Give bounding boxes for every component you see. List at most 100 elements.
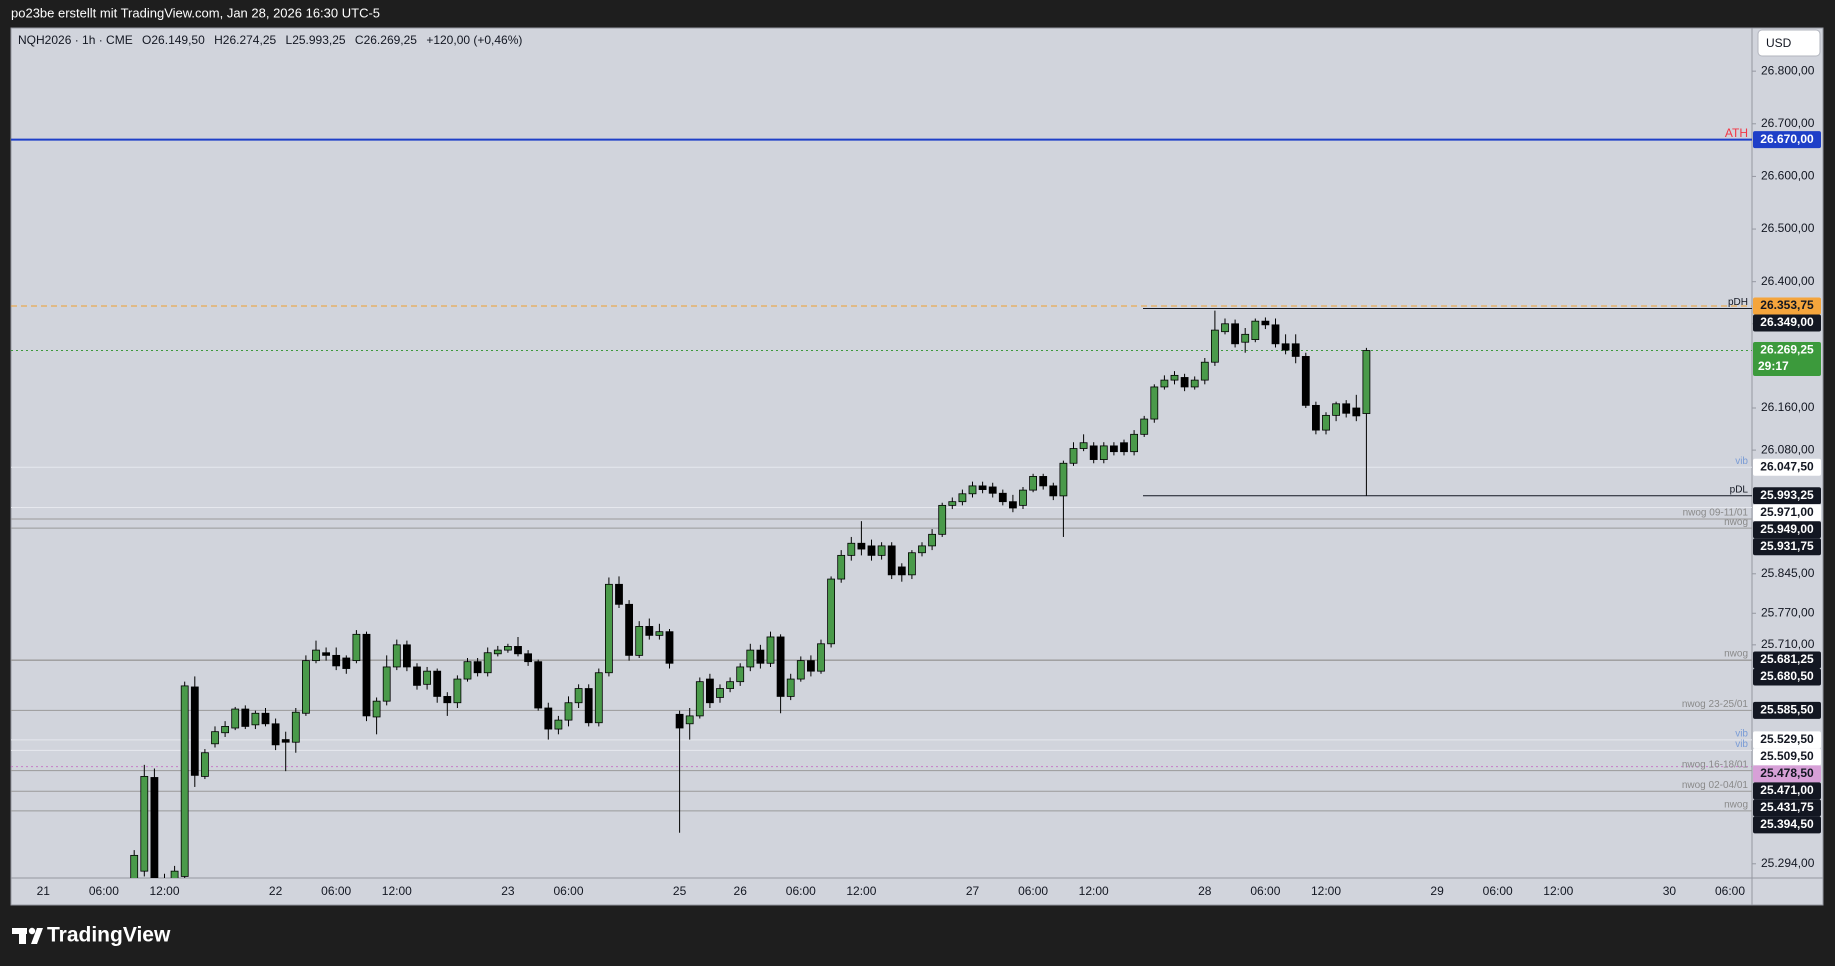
level-text: vib bbox=[1735, 456, 1748, 467]
x-tick-label: 12:00 bbox=[846, 884, 876, 898]
candle-body bbox=[1120, 442, 1128, 453]
candle-body bbox=[1180, 377, 1189, 388]
price-box-label: 25.680,50 bbox=[1760, 669, 1814, 683]
price-box bbox=[1753, 816, 1821, 834]
x-tick-label: 06:00 bbox=[786, 884, 816, 898]
candle-body bbox=[180, 685, 189, 877]
y-tick-label: 26.500,00 bbox=[1761, 221, 1815, 235]
candle-body bbox=[1069, 448, 1078, 464]
price-box bbox=[1753, 748, 1821, 766]
candle-body bbox=[675, 713, 684, 729]
x-tick-label: 23 bbox=[501, 884, 515, 898]
level-text: nwog 23-25/01 bbox=[1682, 699, 1749, 710]
price-box bbox=[1753, 538, 1821, 556]
price-box bbox=[1753, 782, 1821, 800]
x-tick-label: 30 bbox=[1663, 884, 1677, 898]
chart-panel bbox=[10, 27, 1824, 906]
price-box-label: 26.349,00 bbox=[1760, 315, 1814, 329]
candle-body bbox=[1211, 329, 1219, 363]
candle-body bbox=[1281, 343, 1290, 351]
candle-body bbox=[827, 578, 835, 645]
candle-body bbox=[1099, 445, 1108, 460]
x-tick-label: 12:00 bbox=[382, 884, 412, 898]
candle-body bbox=[1019, 489, 1027, 506]
x-tick-label: 26 bbox=[734, 884, 748, 898]
candle-body bbox=[1039, 476, 1048, 487]
price-box-label: 25.971,00 bbox=[1760, 505, 1814, 519]
candle-body bbox=[594, 672, 603, 724]
candle-body bbox=[1291, 343, 1300, 357]
candle-body bbox=[807, 660, 815, 672]
candle-body bbox=[372, 700, 381, 718]
legend-low: L25.993,25 bbox=[286, 33, 346, 47]
price-box-label: 25.529,50 bbox=[1760, 732, 1814, 746]
currency-button[interactable] bbox=[1757, 29, 1821, 57]
candle-body bbox=[1029, 476, 1037, 491]
candle-body bbox=[140, 776, 149, 872]
level-text: pDH bbox=[1728, 297, 1748, 308]
candle-body bbox=[312, 649, 320, 662]
price-box bbox=[1753, 131, 1821, 149]
candle-body bbox=[1342, 403, 1351, 414]
candle-body bbox=[200, 752, 209, 777]
x-tick-label: 27 bbox=[966, 884, 980, 898]
candle-body bbox=[625, 603, 633, 656]
price-box-label: 25.431,75 bbox=[1760, 800, 1814, 814]
candle-body bbox=[1089, 445, 1098, 460]
level-text: vib bbox=[1735, 728, 1748, 739]
y-tick-label: 26.160,00 bbox=[1761, 400, 1815, 414]
candle-body bbox=[251, 712, 260, 726]
y-tick-label: 26.700,00 bbox=[1761, 116, 1815, 130]
candle-body bbox=[1332, 403, 1340, 416]
candle-body bbox=[534, 661, 543, 709]
candle-body bbox=[1352, 407, 1361, 417]
candle-body bbox=[281, 739, 290, 743]
candle-body bbox=[908, 552, 916, 576]
candle-body bbox=[524, 653, 532, 663]
price-box-label: 26.269,25 bbox=[1760, 343, 1814, 357]
candle-body bbox=[645, 626, 654, 636]
candle-body bbox=[1322, 414, 1330, 431]
level-text: nwog 02-04/01 bbox=[1682, 780, 1749, 791]
x-tick-label: 06:00 bbox=[321, 884, 351, 898]
level-text: nwog bbox=[1724, 800, 1748, 811]
level-text: vib bbox=[1735, 739, 1748, 750]
x-tick-label: 12:00 bbox=[1543, 884, 1573, 898]
x-tick-label: 06:00 bbox=[1250, 884, 1280, 898]
candle-body bbox=[706, 678, 714, 704]
candle-body bbox=[352, 633, 361, 662]
candle-body bbox=[1170, 374, 1179, 381]
candle-body bbox=[867, 545, 876, 556]
legend-close: C26.269,25 bbox=[355, 33, 417, 47]
x-tick-label: 12:00 bbox=[149, 884, 179, 898]
candle-body bbox=[130, 854, 139, 878]
candle-body bbox=[605, 583, 613, 674]
candle-body bbox=[584, 688, 593, 724]
candle-body bbox=[291, 711, 300, 743]
level-text: nwog 16-18/01 bbox=[1682, 759, 1749, 770]
price-box bbox=[1753, 668, 1821, 686]
level-text: pDL bbox=[1730, 484, 1749, 495]
candle-body bbox=[847, 542, 856, 556]
level-text: nwog bbox=[1724, 649, 1748, 660]
candle-body bbox=[1301, 356, 1310, 406]
candle-body bbox=[968, 485, 977, 495]
y-tick-label: 25.770,00 bbox=[1761, 605, 1815, 619]
x-tick-label: 06:00 bbox=[1483, 884, 1513, 898]
candle-body bbox=[332, 654, 341, 667]
currency-label[interactable]: USD bbox=[1766, 36, 1792, 50]
candle-body bbox=[776, 636, 785, 697]
candle-body bbox=[554, 719, 563, 730]
candle-body bbox=[453, 678, 462, 704]
level-text: ATH bbox=[1725, 126, 1748, 140]
price-box bbox=[1753, 521, 1821, 539]
candle-body bbox=[574, 688, 583, 704]
candle-body bbox=[938, 504, 947, 535]
candle-body bbox=[211, 731, 219, 745]
candle-body bbox=[433, 670, 442, 697]
candle-body bbox=[413, 666, 421, 686]
x-tick-label: 21 bbox=[37, 884, 51, 898]
x-tick-label: 12:00 bbox=[1311, 884, 1341, 898]
